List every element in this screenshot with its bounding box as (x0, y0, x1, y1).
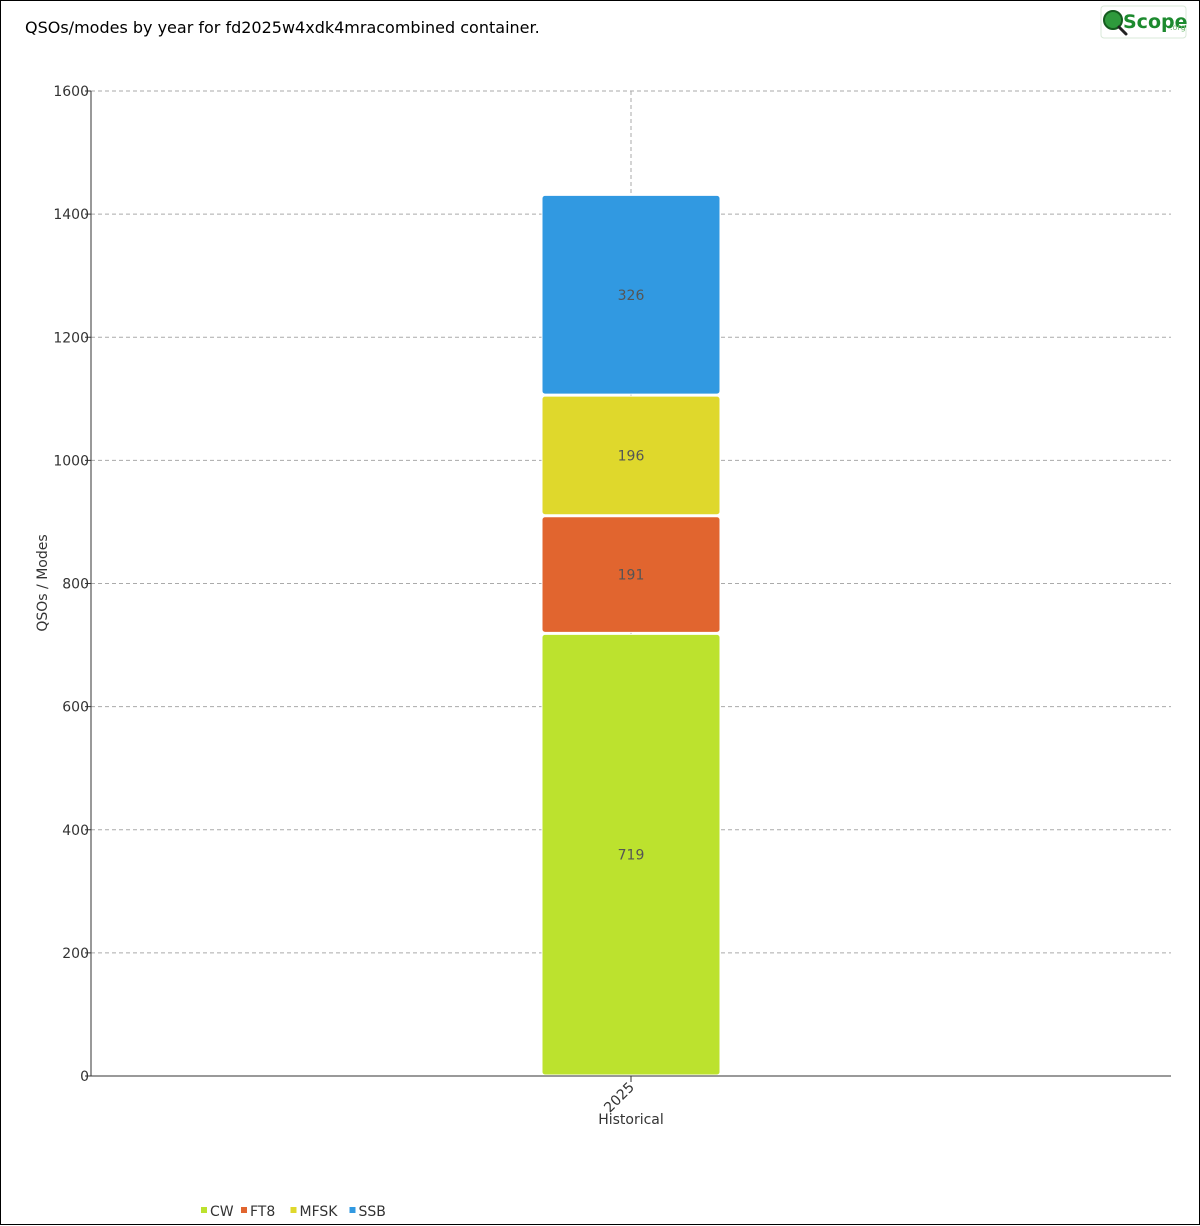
x-axis-ticks: 2025 (601, 1076, 638, 1116)
legend-item-mfsk[interactable]: MFSK (290, 1204, 339, 1220)
legend-swatch (201, 1207, 207, 1213)
data-label-mfsk: 196 (618, 448, 645, 464)
data-label-cw: 719 (618, 848, 645, 864)
legend-item-ft8[interactable]: FT8 (241, 1204, 275, 1220)
y-tick-label: 1600 (53, 84, 89, 100)
y-tick-label: 600 (62, 700, 89, 716)
x-axis-title: Historical (598, 1112, 664, 1128)
y-tick-label: 1400 (53, 207, 89, 223)
bar-stack: 719 191 196 326 (541, 194, 721, 1076)
legend-label: FT8 (250, 1204, 275, 1220)
y-tick-label: 400 (62, 823, 89, 839)
y-tick-label: 0 (80, 1069, 89, 1085)
qscope-logo[interactable]: Scope .org (1100, 5, 1188, 39)
logo-wordmark: Scope (1123, 11, 1188, 33)
legend-label: SSB (359, 1204, 386, 1220)
legend: CW FT8 MFSK SSB (201, 1204, 386, 1220)
legend-swatch (241, 1207, 247, 1213)
data-label-ft8: 191 (618, 568, 645, 584)
legend-item-cw[interactable]: CW (201, 1204, 234, 1220)
magnifier-globe-icon (1103, 10, 1123, 30)
y-axis-title: QSOs / Modes (35, 534, 51, 631)
legend-swatch (290, 1207, 297, 1213)
chart-title: QSOs/modes by year for fd2025w4xdk4mraco… (25, 18, 540, 37)
magnifier-handle-icon (1117, 25, 1128, 36)
y-tick-label: 800 (62, 577, 89, 593)
y-tick-label: 1000 (53, 453, 89, 469)
bar-segment-mfsk[interactable] (541, 395, 721, 516)
x-tick-label: 2025 (601, 1080, 638, 1117)
bar-segment-cw[interactable] (541, 633, 721, 1076)
data-label-ssb: 326 (618, 288, 645, 304)
y-axis-ticks: 0 200 400 600 800 1000 1200 1400 1600 (53, 84, 91, 1085)
bar-segment-ft8[interactable] (541, 516, 721, 633)
legend-label: MFSK (300, 1204, 339, 1220)
y-tick-label: 200 (62, 946, 89, 962)
y-tick-label: 1200 (53, 330, 89, 346)
legend-label: CW (210, 1204, 234, 1220)
legend-swatch (349, 1207, 356, 1213)
logo-domain-suffix: .org (1170, 23, 1186, 32)
bar-segment-ssb[interactable] (541, 194, 721, 395)
legend-item-ssb[interactable]: SSB (349, 1204, 386, 1220)
